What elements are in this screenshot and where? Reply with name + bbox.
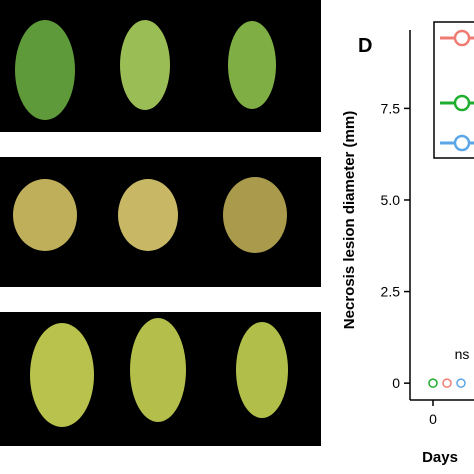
y-tick-label: 7.5 xyxy=(381,100,401,116)
leaf xyxy=(30,323,94,427)
x-tick-label: 0 xyxy=(429,411,437,427)
y-tick-label: 5.0 xyxy=(381,192,401,208)
data-point xyxy=(456,378,466,388)
leaf xyxy=(228,21,276,109)
panel-label: D xyxy=(358,35,372,57)
leaf xyxy=(13,179,77,251)
data-point xyxy=(428,378,438,388)
leaf xyxy=(15,20,75,120)
data-point xyxy=(442,378,452,388)
legend-marker xyxy=(453,134,471,152)
leaf xyxy=(120,20,170,110)
leaf xyxy=(118,179,178,251)
y-axis-label: Necrosis lesion diameter (mm) xyxy=(341,111,358,329)
leaf xyxy=(236,322,288,418)
legend xyxy=(433,21,474,159)
leaf-photos xyxy=(0,0,321,446)
leaf xyxy=(130,318,186,422)
legend-marker xyxy=(453,94,471,112)
x-axis-label: Days xyxy=(422,449,458,466)
leaf xyxy=(223,177,287,253)
y-tick-label: 0 xyxy=(392,375,400,391)
y-tick-label: 2.5 xyxy=(381,284,401,300)
legend-marker xyxy=(453,29,471,47)
annotation: ns xyxy=(455,346,470,362)
